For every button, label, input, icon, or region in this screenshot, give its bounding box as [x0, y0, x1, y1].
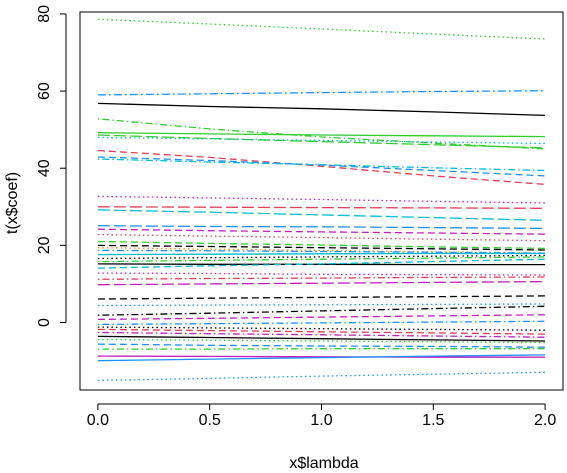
- series-line-8: [97, 149, 546, 186]
- series-line-1: [97, 18, 546, 40]
- series-line-5: [97, 132, 546, 138]
- series-line-6: [97, 134, 546, 149]
- series-line-26: [97, 272, 546, 276]
- series-line-17: [97, 240, 546, 250]
- y-tick-label: 20: [36, 236, 53, 254]
- x-tick-label: 2.0: [534, 412, 556, 429]
- series-line-21: [97, 252, 546, 256]
- series-line-2: [97, 90, 546, 96]
- x-tick-label: 1.5: [422, 412, 444, 429]
- series-line-25: [97, 258, 546, 269]
- series-line-20: [97, 249, 546, 254]
- series-line-10: [97, 158, 546, 172]
- series-line-15: [97, 228, 546, 235]
- series-line-14: [97, 225, 546, 230]
- x-axis: 0.0 0.5 1.0 1.5 2.0: [87, 403, 556, 429]
- series-line-16: [97, 233, 546, 242]
- series-line-42: [97, 354, 546, 362]
- plot-box: [79, 11, 564, 391]
- series-line-4: [97, 118, 546, 150]
- y-axis-label: t(x$coef): [4, 172, 21, 234]
- series-line-41: [97, 355, 546, 358]
- series-line-28: [97, 280, 546, 286]
- series-line-11: [97, 195, 546, 204]
- y-tick-label: 40: [36, 159, 53, 177]
- x-axis-label: x$lambda: [289, 455, 358, 472]
- x-tick-label: 1.0: [310, 412, 332, 429]
- series-line-7: [97, 136, 546, 145]
- series-layer: [97, 18, 546, 382]
- series-line-30: [97, 303, 546, 307]
- x-tick-label: 0.0: [87, 412, 109, 429]
- series-line-13: [97, 209, 546, 221]
- y-tick-label: 60: [36, 82, 53, 100]
- series-line-37: [97, 335, 546, 342]
- series-line-31: [97, 305, 546, 316]
- series-line-12: [97, 206, 546, 209]
- series-line-29: [97, 295, 546, 300]
- series-line-43: [97, 371, 546, 382]
- series-line-22: [97, 254, 546, 260]
- series-line-36: [97, 331, 546, 338]
- series-line-35: [97, 328, 546, 335]
- series-line-23: [97, 256, 546, 263]
- series-line-3: [97, 102, 546, 117]
- x-tick-label: 0.5: [199, 412, 221, 429]
- series-line-32: [97, 314, 546, 321]
- series-line-27: [97, 276, 546, 280]
- series-line-18: [97, 244, 546, 251]
- series-line-39: [97, 343, 546, 348]
- y-tick-label: 0: [36, 318, 53, 327]
- y-axis: 0 20 40 60 80: [36, 5, 67, 327]
- series-line-33: [97, 320, 546, 326]
- y-tick-label: 80: [36, 5, 53, 23]
